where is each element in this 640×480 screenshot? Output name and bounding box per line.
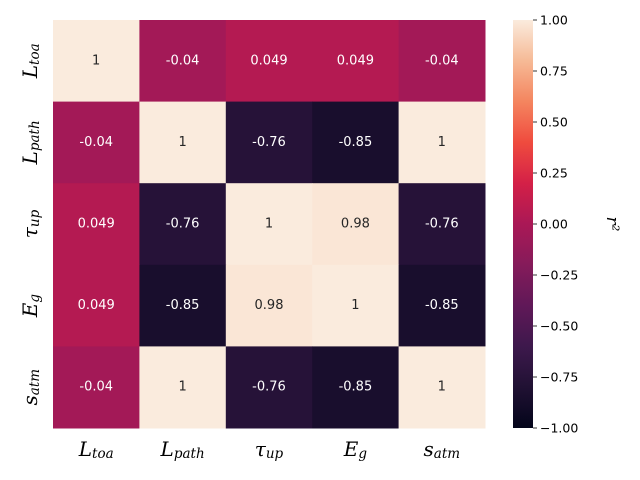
heatmap-cells — [53, 20, 486, 429]
cell-value-label: -0.76 — [252, 380, 286, 395]
heatmap-cell — [312, 183, 400, 266]
heatmap-cell — [398, 264, 486, 347]
heatmap-cell — [398, 20, 486, 103]
cell-value-label: 1 — [178, 380, 186, 395]
x-axis-labels: Ltoa Lpath τup Eg satm — [78, 437, 460, 462]
colorbar-tick-label: −0.50 — [540, 319, 578, 334]
axis-label-main: s — [424, 437, 434, 461]
colorbar-gradient — [513, 20, 533, 428]
heatmap-cell — [53, 346, 140, 429]
colorbar-tick-label: −0.75 — [540, 370, 578, 385]
cell-value-label: 0.049 — [78, 217, 115, 232]
heatmap-cell-labels: 1 -0.04 0.049 0.049 -0.04 -0.04 1 -0.76 -0.85 1 0.… — [78, 53, 459, 394]
axis-label-sub: g — [27, 294, 43, 303]
heatmap-cell — [312, 101, 400, 184]
axis-label-sub: toa — [92, 446, 114, 462]
cell-value-label: -0.76 — [425, 217, 459, 232]
axis-label-main: τ — [255, 437, 267, 461]
colorbar: 1.00 0.75 0.50 0.25 0.00 −0.25 −0.50 −0.75 −1.00… — [513, 13, 622, 436]
axis-label-sub: atm — [27, 369, 43, 395]
colorbar-tick-label: 0.25 — [540, 166, 568, 181]
cell-value-label: 1 — [178, 135, 186, 150]
colorbar-tick-label: 0.50 — [540, 115, 568, 130]
axis-tick-label: Eg — [18, 294, 43, 319]
heatmap-cell — [53, 183, 140, 266]
heatmap-cell — [225, 346, 313, 429]
axis-label-sub: toa — [27, 43, 43, 65]
axis-label-sub: up — [27, 209, 43, 227]
cell-value-label: 0.049 — [250, 53, 287, 68]
colorbar-tick-label: 1.00 — [540, 13, 568, 28]
axis-tick-label: Ltoa — [18, 43, 43, 79]
heatmap-cell — [225, 183, 313, 266]
colorbar-tick-label: 0.00 — [540, 217, 568, 232]
heatmap-cell — [139, 20, 227, 103]
axis-tick-label: Ltoa — [78, 437, 114, 462]
cell-value-label: 1 — [438, 135, 446, 150]
cell-value-label: -0.85 — [166, 298, 200, 313]
heatmap-cell — [312, 264, 400, 347]
heatmap-cell — [139, 264, 227, 347]
heatmap-cell — [225, 101, 313, 184]
axis-label-main: L — [18, 151, 42, 165]
heatmap-cell — [312, 20, 400, 103]
axis-label-sub: path — [27, 120, 43, 151]
cell-value-label: -0.85 — [425, 298, 459, 313]
heatmap-cell — [139, 101, 227, 184]
heatmap-cell — [225, 264, 313, 347]
axis-tick-label: satm — [18, 369, 43, 406]
axis-label-main: s — [18, 395, 42, 405]
heatmap-cell — [53, 101, 140, 184]
heatmap-cell — [53, 20, 140, 103]
cell-value-label: 1 — [351, 298, 359, 313]
axis-tick-label: τup — [18, 209, 43, 238]
cell-value-label: 1 — [92, 53, 100, 68]
cell-value-label: -0.85 — [339, 135, 373, 150]
heatmap-cell — [312, 346, 400, 429]
heatmap-cell — [53, 264, 140, 347]
heatmap-cell — [225, 20, 313, 103]
axis-tick-label: τup — [255, 437, 284, 462]
colorbar-tick-label: −1.00 — [540, 421, 578, 436]
cell-value-label: -0.04 — [166, 53, 200, 68]
axis-label-sub: up — [266, 446, 284, 462]
cell-value-label: 0.98 — [255, 298, 284, 313]
colorbar-label: r² — [602, 217, 622, 232]
heatmap-cell — [398, 346, 486, 429]
cell-value-label: 1 — [438, 380, 446, 395]
axis-tick-label: Eg — [343, 437, 368, 462]
axis-label-sub: atm — [434, 446, 460, 462]
cell-value-label: -0.76 — [252, 135, 286, 150]
colorbar-tick-label: 0.75 — [540, 64, 568, 79]
axis-label-main: τ — [18, 226, 42, 238]
heatmap-cell — [139, 183, 227, 266]
cell-value-label: 1 — [265, 217, 273, 232]
axis-label-main: L — [18, 65, 42, 79]
axis-label-sub: g — [358, 446, 367, 462]
axis-tick-label: satm — [424, 437, 461, 462]
cell-value-label: 0.049 — [337, 53, 374, 68]
axis-label-main: L — [160, 437, 174, 461]
axis-label-main: E — [18, 302, 42, 318]
axis-label-main: E — [343, 437, 359, 461]
heatmap-cell — [398, 183, 486, 266]
axis-tick-label: Lpath — [160, 437, 205, 462]
cell-value-label: -0.85 — [339, 380, 373, 395]
cell-value-label: -0.04 — [79, 380, 113, 395]
cell-value-label: 0.98 — [341, 217, 370, 232]
heatmap-cell — [398, 101, 486, 184]
cell-value-label: 0.049 — [78, 298, 115, 313]
cell-value-label: -0.76 — [166, 217, 200, 232]
colorbar-ticks: 1.00 0.75 0.50 0.25 0.00 −0.25 −0.50 −0.75 −1.00 — [533, 13, 578, 436]
cell-value-label: -0.04 — [79, 135, 113, 150]
heatmap-cell — [139, 346, 227, 429]
colorbar-tick-label: −0.25 — [540, 268, 578, 283]
cell-value-label: -0.04 — [425, 53, 459, 68]
axis-tick-label: Lpath — [18, 120, 43, 165]
axis-label-main: L — [78, 437, 92, 461]
axis-label-sub: path — [174, 446, 205, 462]
